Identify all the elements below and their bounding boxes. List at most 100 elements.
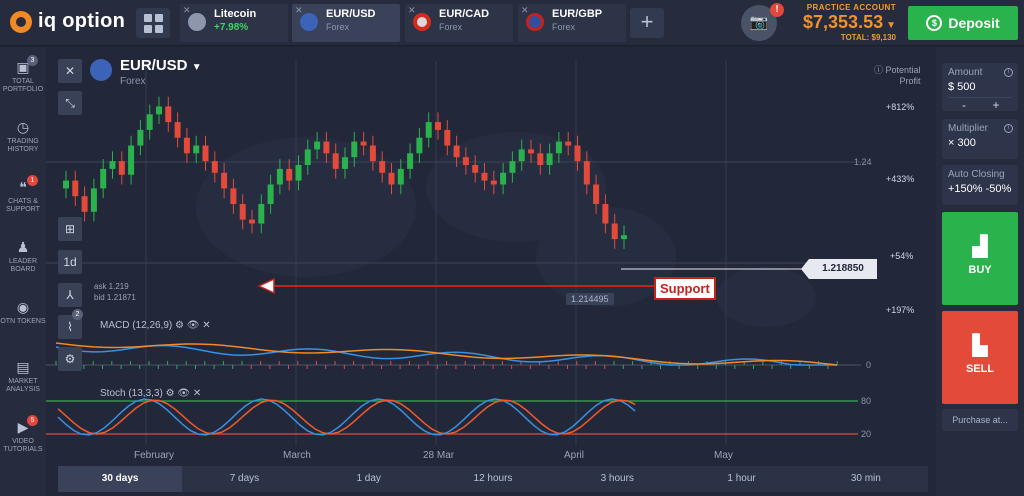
candle [583,161,590,185]
deposit-button[interactable]: $ Deposit [908,6,1018,40]
potential-label: Potential [885,65,921,75]
x-axis-label: April [564,450,584,461]
top-bar: iq option ✕ Litecoin +7.98% ✕ EUR/USD Fo… [0,0,1024,46]
chart-area[interactable]: 1.24 +812% +433% +54% +197% 0 80 20 Febr… [46,47,936,496]
fullscreen-button[interactable]: ⤡ [58,91,82,115]
sidebar-item-analysis[interactable]: ▤ MARKET ANALYSIS [0,359,46,394]
candle [444,129,451,146]
balance-total: TOTAL: $9,130 [840,33,896,42]
tab-eur-usd[interactable]: ✕ EUR/USD Forex [292,4,400,42]
sidebar-item-tokens[interactable]: ◉ OTN TOKENS [0,299,46,326]
candle [286,168,293,181]
timeframe-1-day[interactable]: 1 day [356,473,381,484]
deposit-label: Deposit [948,15,1000,31]
tab-sub: Forex [326,22,350,32]
amount-minus-button[interactable]: - [962,98,966,112]
timeframe-12-hours[interactable]: 12 hours [473,473,513,484]
indicators-icon: ⌇ [67,320,73,334]
close-icon[interactable]: ✕ [192,388,202,399]
sidebar-item-chats[interactable]: ❝ 1 CHATS & SUPPORT [0,175,46,214]
candle [146,114,153,130]
sidebar-label: LEADER BOARD [8,258,37,273]
timeframe-3-hours[interactable]: 3 hours [600,473,634,484]
auto-closing-label: Auto Closing [948,169,1005,180]
asset-grid-button[interactable] [136,8,170,38]
asset-name: EUR/USD [120,57,188,74]
sidebar-item-history[interactable]: ◷ TRADING HISTORY [0,119,46,154]
logo[interactable]: iq option [10,10,125,33]
tab-eur-cad[interactable]: ✕ EUR/CAD Forex [405,4,513,42]
timeframe-7-days[interactable]: 7 days [229,473,260,484]
trade-panel: Amount i $ 500 - + Multiplier i × 300 Au… [936,47,1024,496]
candle [230,188,237,204]
eye-icon[interactable]: 👁 [177,388,191,399]
sell-button[interactable]: ▙ SELL [942,311,1018,404]
timeframe-1-hour[interactable]: 1 hour [727,473,756,484]
sidebar-item-portfolio[interactable]: ▣ 3 TOTAL PORTFOLIO [0,55,46,94]
candle [156,106,162,115]
sidebar-item-video[interactable]: ▶ 5 VIDEO TUTORIALS [0,415,46,454]
drawing-tools-button[interactable]: ⅄ [58,283,82,307]
close-icon[interactable]: ✕ [183,5,191,15]
candle [565,141,572,146]
timeframe-30-min[interactable]: 30 min [850,473,881,484]
timeframe-30-days[interactable]: 30 days [58,466,183,492]
sidebar-item-leaderboard[interactable]: ♟ LEADER BOARD [0,239,46,274]
sell-label: SELL [965,363,995,375]
sidebar-label: CHATS & SUPPORT [6,198,40,213]
close-icon[interactable]: ✕ [408,5,416,15]
logo-icon [10,10,32,33]
litecoin-icon [188,13,206,31]
candle [490,180,497,185]
gear-icon[interactable]: ⚙ [165,388,175,399]
candle [211,161,218,173]
stoch-d-line [57,399,636,435]
eye-icon[interactable]: 👁 [186,320,200,331]
timeframe-button[interactable]: 1d [58,250,82,274]
price-chart[interactable]: 1.24 +812% +433% +54% +197% 0 80 20 Febr… [46,47,936,496]
close-chart-button[interactable]: ✕ [58,59,82,83]
candle [360,141,367,146]
close-icon[interactable]: ✕ [202,320,211,331]
close-icon[interactable]: ✕ [521,5,529,15]
amount-plus-button[interactable]: + [992,98,1000,112]
info-icon[interactable]: i [1004,68,1013,77]
macd-indicator-label[interactable]: MACD (12,26,9) ⚙ 👁 ✕ [100,320,211,331]
buy-button[interactable]: ▟ BUY [942,212,1018,305]
add-asset-button[interactable]: + [630,8,664,38]
candle [602,204,609,224]
profit-level: +197% [886,305,914,315]
gear-icon[interactable]: ⚙ [175,320,184,331]
tab-sub: Forex [552,22,576,32]
buy-label: BUY [968,264,992,276]
chart-up-icon: ▟ [972,236,988,258]
x-axis-label: March [283,450,311,461]
chart-type-button[interactable]: ⊞ [58,217,82,241]
sidebar-label: OTN TOKENS [0,318,46,325]
auto-closing-box[interactable]: Auto Closing +150% -50% [942,165,1018,205]
stoch-indicator-label[interactable]: Stoch (13,3,3) ⚙ 👁 ✕ [100,388,201,399]
token-icon: ◉ [16,299,30,315]
macd-signal-line [55,342,838,366]
chat-icon: ❝ [19,179,27,195]
asset-sub: Forex [120,76,146,87]
amount-input[interactable]: $ 500 [948,81,976,93]
settings-button[interactable]: ⚙ [58,347,82,371]
candle [555,141,562,154]
purchase-at-button[interactable]: Purchase at... [942,409,1018,431]
portfolio-icon: ▣ [16,59,30,75]
candle [239,204,246,220]
info-icon[interactable]: i [1004,124,1013,133]
amount-box[interactable]: Amount i $ 500 - + [942,63,1018,112]
left-sidebar: ▣ 3 TOTAL PORTFOLIO ◷ TRADING HISTORY ❝ … [0,47,46,496]
tab-eur-gbp[interactable]: ✕ EUR/GBP Forex [518,4,626,42]
close-icon[interactable]: ✕ [295,5,303,15]
tab-name: EUR/USD [326,8,376,20]
drawing-icon: ⅄ [66,288,74,302]
x-axis-label: February [134,450,174,461]
tab-litecoin[interactable]: ✕ Litecoin +7.98% [180,4,288,42]
video-icon: ▶ [17,419,29,435]
multiplier-box[interactable]: Multiplier i × 300 [942,119,1018,159]
balance-display[interactable]: PRACTICE ACCOUNT $7,353.53 ▼ TOTAL: $9,13… [803,3,896,42]
candle [100,168,107,189]
